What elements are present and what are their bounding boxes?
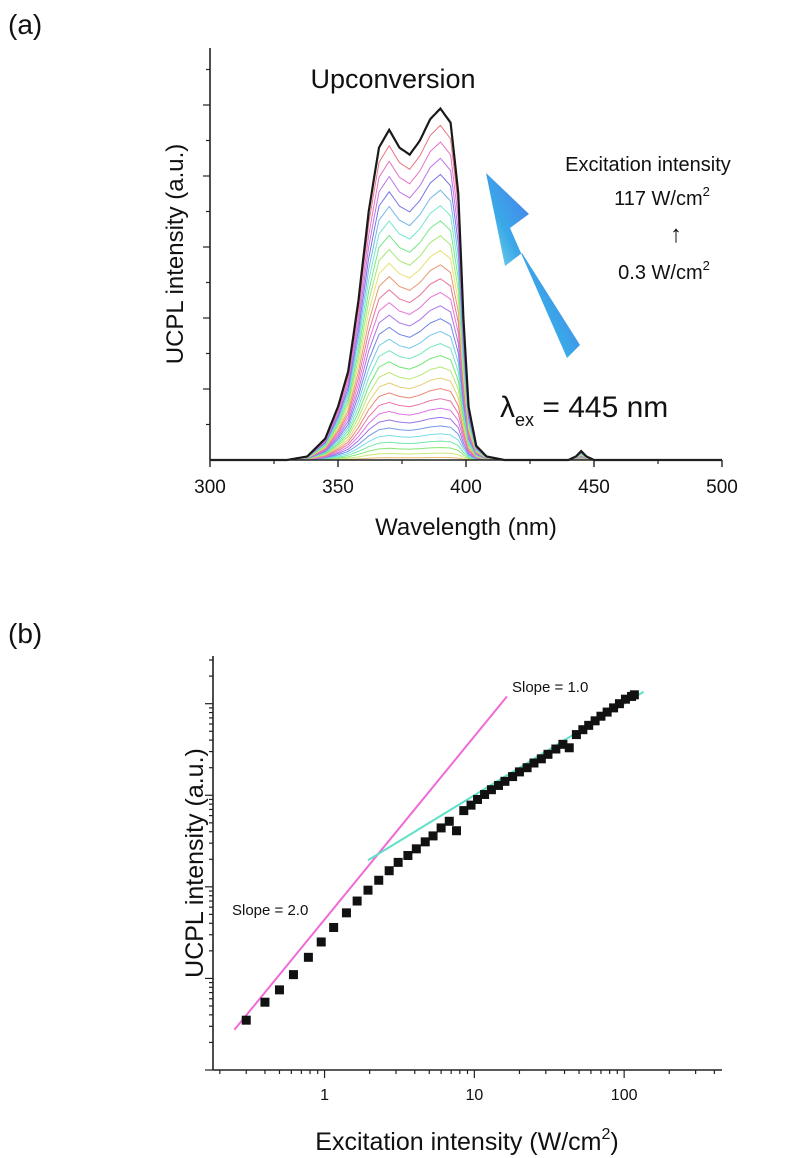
data-point bbox=[436, 823, 446, 833]
data-point bbox=[260, 997, 270, 1007]
data-point bbox=[564, 743, 574, 753]
excitation-low-value: 0.3 W/cm2 bbox=[618, 258, 710, 284]
data-point bbox=[529, 758, 539, 768]
panel-b-y-ticks bbox=[205, 659, 213, 1071]
excitation-high-value: 117 W/cm2 bbox=[614, 184, 710, 210]
data-point bbox=[571, 730, 581, 740]
panel-b: (b) 1 10 100 Excitation intensity (W/cm2) … bbox=[8, 618, 722, 1156]
data-point bbox=[473, 794, 483, 804]
data-point bbox=[522, 763, 532, 773]
data-point bbox=[543, 749, 553, 759]
panel-b-label: (b) bbox=[8, 618, 42, 649]
data-point bbox=[590, 716, 600, 726]
up-arrow-icon: ↑ bbox=[670, 221, 682, 248]
data-point bbox=[486, 785, 496, 795]
panel-a-x-ticks: 300 350 400 450 500 bbox=[194, 460, 738, 498]
data-point bbox=[466, 800, 476, 810]
excitation-intensity-label: Excitation intensity bbox=[565, 154, 731, 176]
data-point bbox=[329, 922, 339, 932]
data-point bbox=[629, 690, 639, 700]
data-point bbox=[303, 952, 313, 962]
x-tick-label: 10 bbox=[465, 1087, 483, 1104]
data-point bbox=[384, 866, 394, 876]
x-tick-label: 500 bbox=[706, 477, 738, 498]
data-point bbox=[500, 776, 510, 786]
panel-b-data-points bbox=[241, 690, 639, 1025]
data-point bbox=[420, 837, 430, 847]
data-point bbox=[508, 772, 518, 782]
data-point bbox=[609, 703, 619, 713]
data-point bbox=[393, 857, 403, 867]
excitation-wavelength-label: λex = 445 nm bbox=[500, 391, 668, 430]
data-point bbox=[614, 699, 624, 709]
data-point bbox=[274, 985, 284, 995]
data-point bbox=[452, 826, 462, 836]
panel-a-x-label: Wavelength (nm) bbox=[375, 514, 557, 541]
data-point bbox=[411, 844, 421, 854]
data-point bbox=[584, 720, 594, 730]
data-point bbox=[288, 970, 298, 980]
data-point bbox=[494, 780, 504, 790]
x-tick-label: 450 bbox=[578, 477, 610, 498]
data-point bbox=[536, 754, 546, 764]
data-point bbox=[551, 744, 561, 754]
data-point bbox=[480, 789, 490, 799]
data-point bbox=[363, 885, 373, 895]
panel-b-x-ticks: 1 10 100 bbox=[219, 1070, 715, 1104]
panel-a-y-ticks bbox=[203, 68, 210, 426]
panel-a-y-label: UCPL intensity (a.u.) bbox=[162, 144, 189, 365]
data-point bbox=[341, 908, 351, 918]
x-tick-label: 350 bbox=[322, 477, 354, 498]
x-tick-label: 400 bbox=[450, 477, 482, 498]
data-point bbox=[620, 694, 630, 704]
panel-a: (a) 300 350 400 450 500 Upconversion Wavelen… bbox=[8, 9, 738, 541]
x-tick-label: 300 bbox=[194, 477, 226, 498]
data-point bbox=[403, 850, 413, 860]
data-point bbox=[578, 725, 588, 735]
x-tick-label: 1 bbox=[320, 1087, 329, 1104]
data-point bbox=[374, 875, 384, 885]
panel-a-label: (a) bbox=[8, 9, 42, 40]
data-point bbox=[316, 937, 326, 947]
panel-b-y-label: UCPL intensity (a.u.) bbox=[181, 748, 209, 978]
data-point bbox=[241, 1015, 251, 1025]
data-point bbox=[444, 816, 454, 826]
data-point bbox=[596, 711, 606, 721]
data-point bbox=[352, 896, 362, 906]
data-point bbox=[602, 707, 612, 717]
panel-a-title: Upconversion bbox=[310, 64, 475, 94]
data-point bbox=[514, 767, 524, 777]
panel-b-x-label: Excitation intensity (W/cm2) bbox=[315, 1126, 618, 1156]
slope-1-label: Slope = 1.0 bbox=[512, 679, 588, 696]
data-point bbox=[558, 739, 568, 749]
data-point bbox=[428, 831, 438, 841]
x-tick-label: 100 bbox=[611, 1087, 638, 1104]
data-point bbox=[459, 806, 469, 816]
fit-line-slope-2 bbox=[233, 695, 508, 1031]
slope-2-label: Slope = 2.0 bbox=[232, 902, 308, 919]
excitation-increase-arrow bbox=[486, 173, 580, 358]
